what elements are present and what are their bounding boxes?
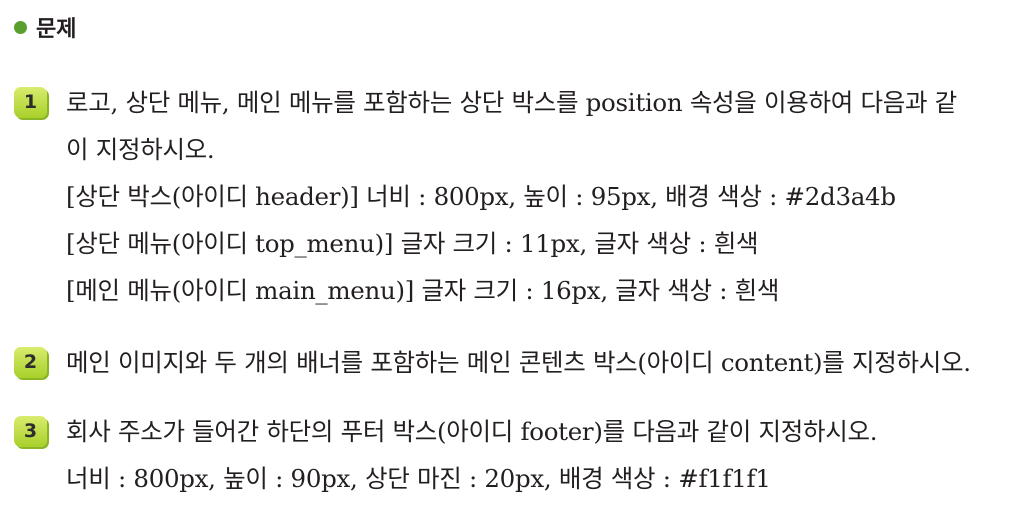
problem-text: 로고, 상단 메뉴, 메인 메뉴를 포함하는 상단 박스를 position 속… <box>66 87 957 322</box>
section-title: 문제 <box>36 17 77 42</box>
problem-line: 회사 주소가 들어간 하단의 푸터 박스(아이디 footer)를 다음과 같이… <box>66 417 878 446</box>
number-badge: 2 <box>14 347 47 378</box>
problem-line: [상단 박스(아이디 header)] 너비 : 800px, 높이 : 95p… <box>66 182 896 211</box>
problem-line: [메인 메뉴(아이디 main_menu)] 글자 크기 : 16px, 글자 … <box>66 276 780 305</box>
problem-text: 메인 이미지와 두 개의 배너를 포함하는 메인 콘텐츠 박스(아이디 cont… <box>66 347 971 394</box>
problem-line: 메인 이미지와 두 개의 배너를 포함하는 메인 콘텐츠 박스(아이디 cont… <box>66 348 971 377</box>
section-heading: 문제 <box>14 10 76 44</box>
problem-line: 너비 : 800px, 높이 : 90px, 상단 마진 : 20px, 배경 … <box>66 464 771 493</box>
problem-line: 로고, 상단 메뉴, 메인 메뉴를 포함하는 상단 박스를 position 속… <box>66 88 957 117</box>
problem-text: 회사 주소가 들어간 하단의 푸터 박스(아이디 footer)를 다음과 같이… <box>66 416 877 510</box>
number-badge: 1 <box>14 87 47 118</box>
problem-line: 이 지정하시오. <box>66 135 215 164</box>
number-badge: 3 <box>14 416 47 447</box>
problem-line: [상단 메뉴(아이디 top_menu)] 글자 크기 : 11px, 글자 색… <box>66 229 759 258</box>
bullet-dot-icon <box>14 20 27 34</box>
